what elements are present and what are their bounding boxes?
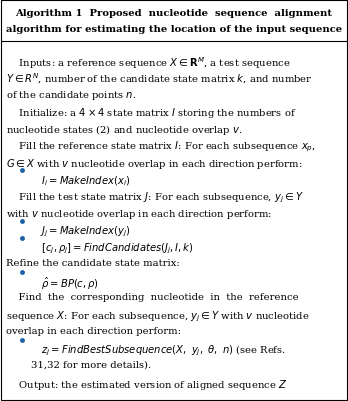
Text: Algorithm 1  Proposed  nucleotide  sequence  alignment: Algorithm 1 Proposed nucleotide sequence… bbox=[16, 8, 332, 18]
Text: $[c_j, \rho_j] = \mathit{FindCandidates}(J_j, I, k)$: $[c_j, \rho_j] = \mathit{FindCandidates}… bbox=[32, 241, 194, 256]
Text: Fill the reference state matrix $I$: For each subsequence $x_p$,: Fill the reference state matrix $I$: For… bbox=[6, 140, 316, 154]
Text: algorithm for estimating the location of the input sequence: algorithm for estimating the location of… bbox=[6, 25, 342, 34]
Text: $\hat{\rho} = \mathit{BP}(c, \rho)$: $\hat{\rho} = \mathit{BP}(c, \rho)$ bbox=[32, 275, 99, 292]
Text: overlap in each direction perform:: overlap in each direction perform: bbox=[6, 326, 181, 335]
Text: Refine the candidate state matrix:: Refine the candidate state matrix: bbox=[6, 258, 180, 267]
Text: Find  the  corresponding  nucleotide  in  the  reference: Find the corresponding nucleotide in the… bbox=[6, 292, 299, 301]
Text: Initialize: a $4 \times 4$ state matrix $I$ storing the numbers of: Initialize: a $4 \times 4$ state matrix … bbox=[6, 106, 296, 120]
Text: $Y\in R^{N}$, number of the candidate state matrix $k$, and number: $Y\in R^{N}$, number of the candidate st… bbox=[6, 72, 313, 86]
Text: with $v$ nucleotide overlap in each direction perform:: with $v$ nucleotide overlap in each dire… bbox=[6, 207, 272, 221]
Text: $J_j = \mathit{MakeIndex}(y_j)$: $J_j = \mathit{MakeIndex}(y_j)$ bbox=[32, 225, 130, 239]
Text: sequence $X$: For each subsequence, $y_j \in Y$ with $v$ nucleotide: sequence $X$: For each subsequence, $y_j… bbox=[6, 309, 310, 324]
Text: 31,32 for more details).: 31,32 for more details). bbox=[6, 360, 151, 369]
Text: $z_j = \mathit{FindBestSubsequence}(X,\ y_j,\ \theta,\ n)$ (see Refs.: $z_j = \mathit{FindBestSubsequence}(X,\ … bbox=[32, 343, 286, 358]
Text: Fill the test state matrix $J$: For each subsequence, $y_j \in Y$: Fill the test state matrix $J$: For each… bbox=[6, 190, 304, 205]
Text: nucleotide states (2) and nucleotide overlap $v$.: nucleotide states (2) and nucleotide ove… bbox=[6, 123, 243, 137]
Text: of the candidate points $n$.: of the candidate points $n$. bbox=[6, 89, 136, 102]
Text: $G \in X$ with $v$ nucleotide overlap in each direction perform:: $G \in X$ with $v$ nucleotide overlap in… bbox=[6, 157, 302, 170]
Text: $I_i = \mathit{MakeIndex}(x_i)$: $I_i = \mathit{MakeIndex}(x_i)$ bbox=[32, 174, 130, 187]
Text: Output: the estimated version of aligned sequence $Z$: Output: the estimated version of aligned… bbox=[6, 377, 287, 391]
Text: Inputs: a reference sequence $X \in \mathbf{R}^{M}$, a test sequence: Inputs: a reference sequence $X \in \mat… bbox=[6, 55, 291, 71]
